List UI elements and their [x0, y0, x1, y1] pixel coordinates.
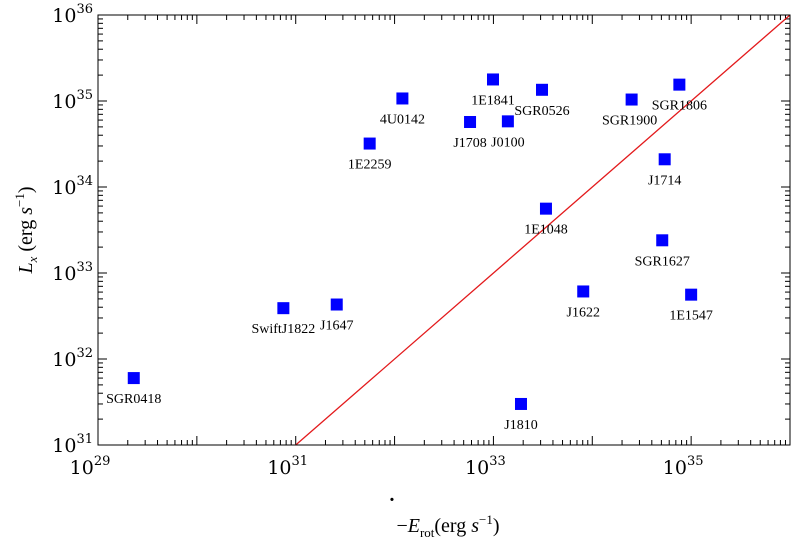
data-point	[501, 115, 514, 128]
point-label: SGR1806	[652, 99, 707, 114]
point-label: J1714	[648, 173, 681, 188]
x-tick-label: 1031	[267, 454, 308, 479]
point-label: SGR1900	[602, 114, 657, 129]
y-tick-label: 1036	[52, 2, 93, 27]
data-point	[486, 73, 499, 86]
point-label: 4U0142	[380, 112, 425, 127]
y-tick-label: 1034	[52, 174, 93, 199]
data-point	[396, 92, 409, 105]
point-label: 1E1841	[471, 93, 515, 108]
point-label: J0100	[491, 135, 524, 150]
data-point	[363, 137, 376, 150]
x-axis-title: −Erot(erg s−1)	[396, 512, 499, 540]
y-axis-title: Lx (erg s−1)	[12, 186, 40, 274]
y-tick-label: 1033	[52, 260, 93, 285]
point-label: SwiftJ1822	[251, 322, 315, 337]
point-label: SGR0526	[514, 104, 569, 119]
x-tick-label: 1035	[663, 454, 704, 479]
data-point	[577, 285, 590, 298]
point-label: J1647	[320, 319, 353, 334]
point-label: J1810	[504, 418, 537, 433]
data-point	[685, 288, 698, 301]
reference-line	[295, 15, 790, 445]
point-label: J1708	[453, 136, 486, 151]
y-tick-label: 1035	[52, 88, 93, 113]
y-tick-label: 1032	[52, 346, 93, 371]
point-label: 1E2259	[348, 158, 392, 173]
y-tick-label: 1031	[52, 432, 93, 457]
data-point	[673, 78, 686, 91]
x-tick-label: 1029	[70, 454, 111, 479]
data-point	[464, 115, 477, 128]
data-point	[127, 372, 140, 385]
point-label: SGR1627	[635, 254, 690, 269]
x-tick-label: 1033	[465, 454, 506, 479]
data-point	[656, 234, 669, 247]
point-label: J1622	[567, 305, 600, 320]
x-axis-dot: ·	[389, 489, 396, 511]
axis-ticks	[97, 15, 790, 446]
data-point	[330, 298, 343, 311]
data-point	[625, 93, 638, 106]
data-point	[536, 83, 549, 96]
data-points: SGR0418 SwiftJ1822 J1647 1E2259 4U0142 J1708 1…	[106, 73, 713, 433]
plot-frame	[97, 14, 791, 446]
data-point	[539, 202, 552, 215]
data-point	[658, 153, 671, 166]
point-label: SGR0418	[106, 392, 161, 407]
point-label: 1E1547	[669, 309, 713, 324]
reference-line-group	[295, 15, 790, 445]
data-point	[514, 397, 527, 410]
data-point	[277, 302, 290, 315]
point-label: 1E1048	[524, 223, 568, 238]
